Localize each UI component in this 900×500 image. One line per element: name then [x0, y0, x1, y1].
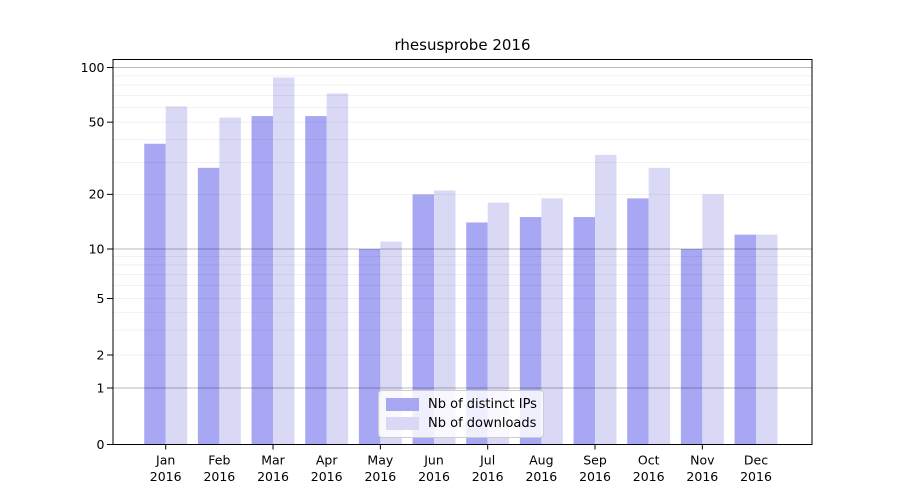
bar-distinct-ips-may [358, 249, 381, 445]
bar-downloads-mar [273, 77, 295, 445]
x-year-label-dec: 2016 [740, 469, 772, 484]
y-tick-label-20: 20 [89, 187, 105, 202]
bar-downloads-jan [165, 106, 188, 445]
bar-distinct-ips-dec [734, 234, 757, 445]
legend-item-distinct-ips: Nb of distinct IPs [386, 396, 537, 413]
x-year-label-jun: 2016 [418, 469, 450, 484]
x-tick-label-mar: Mar [261, 453, 285, 468]
bar-distinct-ips-apr [305, 116, 327, 445]
x-year-label-apr: 2016 [311, 469, 343, 484]
x-tick-label-apr: Apr [316, 453, 338, 468]
x-year-label-sep: 2016 [579, 469, 611, 484]
bar-downloads-dec [756, 234, 778, 445]
bar-downloads-jul [487, 202, 510, 445]
legend-label-downloads: Nb of downloads [428, 416, 537, 431]
bar-distinct-ips-nov [680, 249, 703, 445]
x-year-label-aug: 2016 [525, 469, 557, 484]
x-tick-label-may: May [367, 453, 393, 468]
x-year-label-feb: 2016 [203, 469, 235, 484]
x-tick-label-dec: Dec [744, 453, 768, 468]
y-tick-label-50: 50 [89, 114, 105, 129]
legend-swatch-distinct-ips [386, 398, 419, 411]
bar-downloads-sep [595, 154, 617, 445]
x-year-label-nov: 2016 [686, 469, 718, 484]
x-tick-label-jul: Jul [479, 453, 495, 468]
legend: Nb of distinct IPs Nb of downloads [378, 390, 544, 438]
chart-title: rhesusprobe 2016 [394, 36, 531, 54]
bar-distinct-ips-jan [144, 143, 166, 445]
y-tick-label-100: 100 [81, 60, 105, 75]
bar-distinct-ips-oct [627, 198, 649, 445]
legend-label-distinct-ips: Nb of distinct IPs [428, 397, 537, 412]
bar-downloads-oct [648, 167, 671, 445]
bar-downloads-apr [326, 93, 349, 445]
legend-swatch-downloads [386, 417, 419, 430]
x-year-label-mar: 2016 [257, 469, 289, 484]
x-year-label-jul: 2016 [472, 469, 504, 484]
x-year-label-oct: 2016 [633, 469, 665, 484]
bar-distinct-ips-feb [197, 167, 220, 445]
bar-distinct-ips-mar [251, 116, 274, 445]
bar-distinct-ips-jun [412, 194, 435, 445]
x-tick-label-oct: Oct [638, 453, 660, 468]
bar-distinct-ips-jul [466, 222, 488, 445]
x-year-label-jan: 2016 [150, 469, 182, 484]
bar-downloads-nov [702, 194, 724, 445]
y-tick-label-2: 2 [97, 347, 105, 362]
legend-item-downloads: Nb of downloads [386, 415, 537, 432]
axis-frame [112, 59, 813, 445]
bar-downloads-aug [541, 198, 563, 445]
x-tick-label-sep: Sep [583, 453, 607, 468]
y-tick-label-10: 10 [89, 241, 105, 256]
x-year-label-may: 2016 [364, 469, 396, 484]
bar-distinct-ips-aug [519, 217, 542, 445]
y-tick-label-5: 5 [97, 291, 105, 306]
bar-downloads-jun [434, 190, 456, 445]
x-tick-label-feb: Feb [208, 453, 230, 468]
x-tick-label-jun: Jun [423, 453, 444, 468]
bar-downloads-feb [219, 117, 241, 445]
y-tick-label-0: 0 [97, 437, 105, 452]
x-tick-label-nov: Nov [690, 453, 715, 468]
x-tick-label-jan: Jan [155, 453, 175, 468]
bar-distinct-ips-sep [573, 217, 596, 445]
y-tick-label-1: 1 [97, 380, 105, 395]
x-tick-label-aug: Aug [529, 453, 553, 468]
